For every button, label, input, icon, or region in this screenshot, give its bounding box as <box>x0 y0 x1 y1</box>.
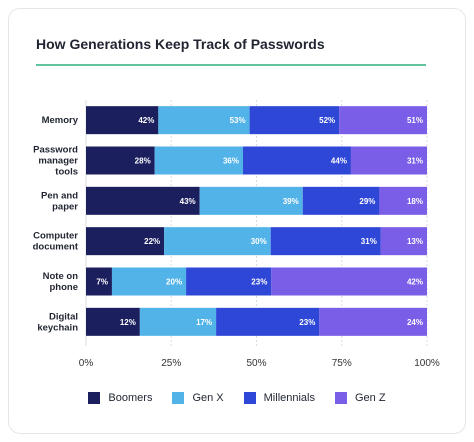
legend-label: Gen Z <box>355 392 386 404</box>
x-tick-label: 0% <box>79 358 94 369</box>
bar-segment <box>86 106 159 135</box>
category-label: Password manager tools <box>33 145 78 178</box>
data-label: 12% <box>120 318 136 327</box>
bar-segment <box>339 106 427 135</box>
legend-label: Gen X <box>192 392 224 404</box>
data-label: 20% <box>166 278 182 287</box>
chart-title: How Generations Keep Track of Passwords <box>36 36 325 52</box>
legend-swatch <box>243 392 256 404</box>
bar-segment <box>249 106 340 135</box>
x-tick-label: 75% <box>332 358 352 369</box>
legend-item: Gen X <box>172 392 224 404</box>
data-label: 36% <box>223 157 239 166</box>
data-label: 22% <box>144 237 160 246</box>
category-label: Pen and paper <box>41 190 78 212</box>
category-label: Memory <box>42 115 79 126</box>
data-label: 23% <box>251 278 267 287</box>
bar-segment <box>319 307 427 336</box>
bar-layer <box>86 106 427 336</box>
bar-segment <box>380 227 427 256</box>
legend-label: Millennials <box>263 392 315 404</box>
legend-swatch <box>172 392 185 404</box>
bar-segment <box>243 146 351 175</box>
bar-segment <box>86 307 140 336</box>
data-label: 23% <box>299 318 315 327</box>
bar-segment <box>86 227 165 256</box>
data-label: 42% <box>138 116 154 125</box>
bar-segment <box>139 307 217 336</box>
legend-item: Gen Z <box>335 392 386 404</box>
bar-segment <box>186 267 272 296</box>
axis-layer: 0% 25% 50% 75% 100% Memory Password manager tool… <box>33 115 440 369</box>
bar-segment <box>154 146 244 175</box>
bar-segment <box>302 186 380 215</box>
data-label: 13% <box>407 237 423 246</box>
data-label: 17% <box>196 318 212 327</box>
data-label: 53% <box>230 116 246 125</box>
title-divider <box>36 64 426 66</box>
category-label: Computer document <box>33 231 79 253</box>
bar-segment <box>164 227 271 256</box>
chart-card <box>8 8 466 434</box>
x-tick-label: 50% <box>246 358 266 369</box>
data-label: 31% <box>361 237 377 246</box>
data-label: 44% <box>331 157 347 166</box>
x-tick-label: 25% <box>161 358 181 369</box>
bar-segment <box>270 227 381 256</box>
bar-segment <box>271 267 427 296</box>
grid-layer <box>85 100 428 346</box>
data-label: 7% <box>96 278 108 287</box>
data-label: 30% <box>251 237 267 246</box>
data-label: 28% <box>135 157 151 166</box>
bar-segment <box>86 146 155 175</box>
bar-segment <box>158 106 250 135</box>
x-tick-label: 100% <box>414 358 440 369</box>
bar-segment <box>216 307 320 336</box>
legend-swatch <box>335 392 347 404</box>
data-label: 52% <box>319 116 335 125</box>
data-label: 18% <box>407 197 423 206</box>
legend-label: Boomers <box>108 392 153 404</box>
data-label: 43% <box>180 197 196 206</box>
data-label: 24% <box>407 318 423 327</box>
legend-swatch <box>88 392 101 404</box>
bar-segment <box>350 146 427 175</box>
data-label: 51% <box>407 116 423 125</box>
category-label: Digital keychain <box>37 311 78 333</box>
data-label: 31% <box>407 157 423 166</box>
bar-segment <box>111 267 187 296</box>
category-label: Note on phone <box>43 271 79 293</box>
bar-segment <box>379 186 427 215</box>
bar-segment <box>86 267 112 296</box>
chart-legend: Boomers Gen X Millennials Gen Z <box>0 392 474 404</box>
legend-item: Millennials <box>243 392 315 404</box>
data-label: 42% <box>407 278 423 287</box>
data-label: 39% <box>283 197 299 206</box>
bar-segment <box>199 186 303 215</box>
label-layer: 42% 53% 52% 51% 28% 36% 44% 31% 43% 39% 29% 18% 22% 3… <box>96 116 423 327</box>
bar-segment <box>86 186 200 215</box>
legend-item: Boomers <box>88 392 152 404</box>
data-label: 29% <box>359 197 375 206</box>
